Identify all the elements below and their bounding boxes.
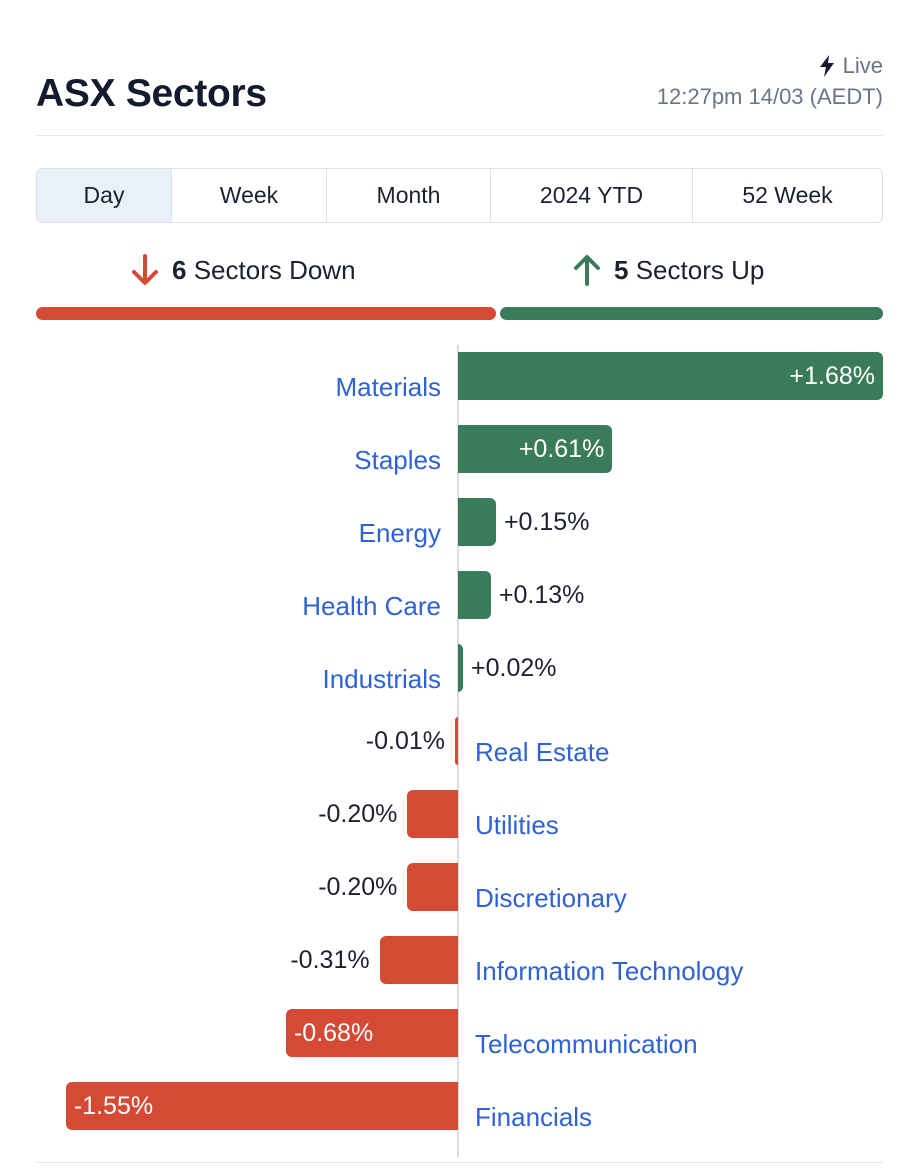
- sectors-up-summary: 5 Sectors Up: [572, 253, 764, 287]
- tab-52-week[interactable]: 52 Week: [742, 182, 833, 208]
- sector-row: +0.13% Health Care: [0, 571, 914, 621]
- sector-link[interactable]: Real Estate: [475, 737, 610, 767]
- sector-row: +0.61% Staples: [0, 425, 914, 475]
- tab-week[interactable]: Week: [172, 169, 327, 222]
- sector-bar: [458, 498, 496, 546]
- sector-value: +1.68%: [789, 362, 876, 390]
- lightning-bolt-icon: [819, 55, 834, 77]
- sector-row: -1.55% Financials: [0, 1082, 914, 1132]
- header: ASX Sectors Live 12:27pm 14/03 (AEDT): [36, 0, 883, 136]
- sectors-up-label: Sectors Up: [635, 254, 765, 285]
- sectors-down-summary: 6 Sectors Down: [130, 253, 356, 287]
- sector-bar: [407, 863, 458, 911]
- sector-bar: [458, 571, 491, 619]
- sector-row: +0.15% Energy: [0, 498, 914, 548]
- sector-row: -0.68% Telecommunication: [0, 1009, 914, 1059]
- arrow-down-icon: [132, 254, 158, 285]
- sector-value: -0.20%: [318, 873, 398, 901]
- sector-value: +0.02%: [471, 654, 557, 682]
- sector-value: -0.31%: [290, 946, 370, 974]
- sector-link[interactable]: Information Technology: [475, 956, 744, 986]
- period-tabs: Day Week Month 2024 YTD 52 Week: [36, 168, 883, 223]
- sector-link[interactable]: Financials: [475, 1102, 593, 1132]
- arrow-up-icon: [574, 255, 600, 286]
- sector-row: -0.20% Utilities: [0, 790, 914, 840]
- sector-link[interactable]: Utilities: [475, 810, 559, 840]
- sector-bar: [458, 352, 883, 400]
- sector-row: +0.02% Industrials: [0, 644, 914, 694]
- sector-link[interactable]: Health Care: [302, 591, 441, 621]
- sector-row: -0.31% Information Technology: [0, 936, 914, 986]
- sector-bar: [407, 790, 458, 838]
- sector-link[interactable]: Industrials: [322, 664, 442, 694]
- sectors-down-ratio-bar: [36, 307, 496, 320]
- sector-bar: [65, 1082, 458, 1130]
- sector-bar: [458, 425, 613, 473]
- sector-link[interactable]: Discretionary: [475, 883, 627, 913]
- timestamp: 12:27pm 14/03 (AEDT): [656, 84, 883, 109]
- sector-bar: [379, 936, 458, 984]
- sector-link[interactable]: Staples: [354, 445, 441, 475]
- sector-link[interactable]: Energy: [358, 518, 441, 548]
- sector-value: +0.15%: [503, 508, 590, 536]
- sector-value: -0.68%: [293, 1019, 374, 1047]
- sectors-up-ratio-bar: [500, 307, 883, 320]
- sector-value: +0.13%: [498, 581, 585, 609]
- sector-row: +1.68% Materials: [0, 352, 914, 402]
- live-label: Live: [842, 53, 883, 78]
- sector-row: -0.01% Real Estate: [0, 717, 914, 767]
- page-title: ASX Sectors: [36, 72, 267, 115]
- live-indicator: Live: [819, 53, 883, 79]
- sector-link[interactable]: Telecommunication: [475, 1029, 698, 1059]
- tab-day[interactable]: Day: [37, 169, 172, 222]
- sector-value: +0.61%: [518, 435, 605, 463]
- sector-row: -0.20% Discretionary: [0, 863, 914, 913]
- footer-divider: [36, 1162, 883, 1163]
- sector-value: -0.20%: [318, 800, 398, 828]
- sector-value: -0.01%: [365, 727, 445, 755]
- sector-bar: [458, 644, 464, 692]
- tab-2024-ytd[interactable]: 2024 YTD: [491, 169, 693, 222]
- sectors-up-count: 5: [614, 254, 629, 285]
- tab-month[interactable]: Month: [327, 169, 491, 222]
- sector-bar: [285, 1009, 458, 1057]
- chart-zero-axis: [457, 345, 459, 1158]
- sector-bar: [455, 717, 458, 765]
- sector-value: -1.55%: [73, 1092, 154, 1120]
- sectors-down-count: 6: [172, 254, 187, 285]
- sectors-down-label: Sectors Down: [193, 254, 356, 285]
- sector-link[interactable]: Materials: [335, 372, 441, 402]
